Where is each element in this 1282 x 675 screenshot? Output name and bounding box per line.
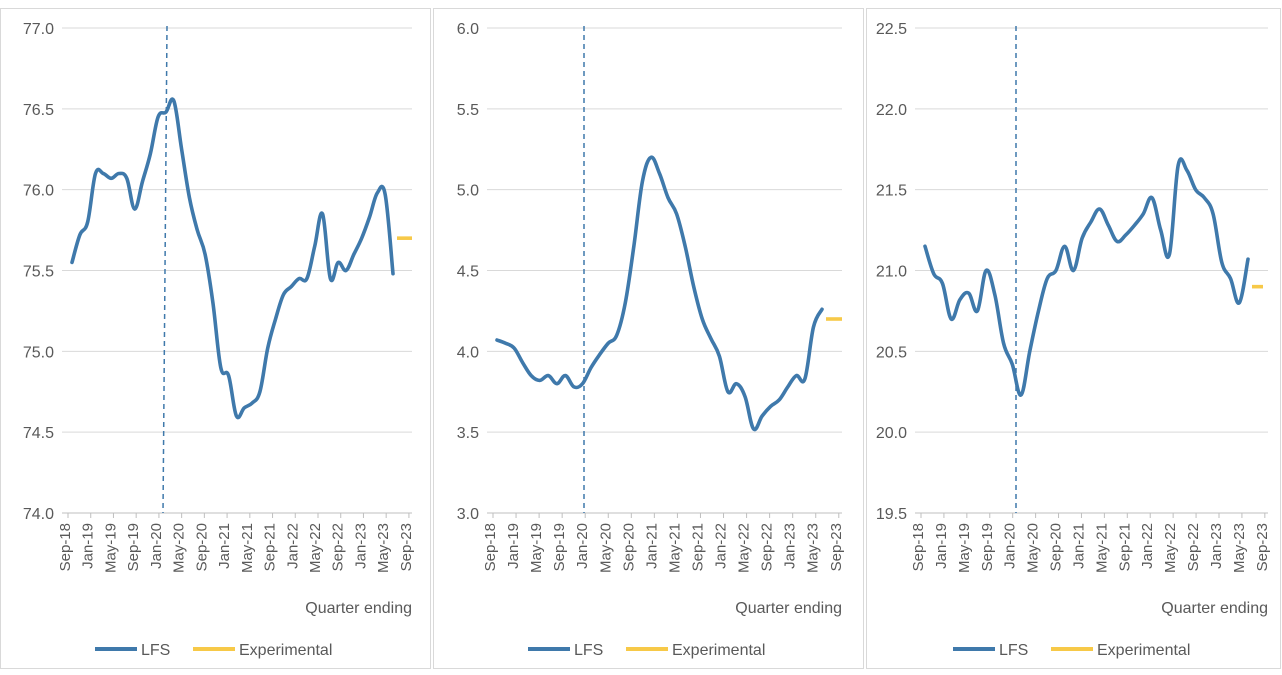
x-tick-label: May-22 <box>307 523 324 573</box>
x-tick-label: May-21 <box>666 523 683 573</box>
x-tick-label: May-23 <box>1231 523 1248 573</box>
x-tick-label: Jan-23 <box>1208 523 1225 569</box>
y-tick-label: 22.5 <box>876 21 907 38</box>
y-tick-label: 3.0 <box>457 506 479 523</box>
x-tick-label: Jan-20 <box>1002 523 1019 569</box>
x-tick-label: Jan-19 <box>80 523 97 569</box>
legend-label-lfs: LFS <box>141 642 170 659</box>
x-tick-label: Sep-20 <box>620 523 637 571</box>
chart-panel-3: 19.5 20.0 20.5 21.0 21.5 22.0 22.5 Sep-18 Jan-19… <box>866 8 1281 669</box>
x-tick-label: Sep-22 <box>759 523 776 571</box>
panel-border <box>866 8 1281 669</box>
x-tick-label: Jan-21 <box>216 523 233 569</box>
x-tick-label: Jan-19 <box>933 523 950 569</box>
x-tick-label: May-22 <box>736 523 753 573</box>
y-tick-label: 21.0 <box>876 264 907 281</box>
y-tick-label: 19.5 <box>876 506 907 523</box>
x-tick-label: Sep-19 <box>551 523 568 571</box>
x-tick-label: May-19 <box>102 523 119 573</box>
x-tick-label: Sep-23 <box>828 523 845 571</box>
x-axis-title: Quarter ending <box>1161 600 1268 617</box>
y-tick-label: 3.5 <box>457 425 479 442</box>
x-tick-label: May-20 <box>1025 523 1042 573</box>
x-tick-label: Sep-18 <box>482 523 499 571</box>
y-tick-label: 4.0 <box>457 344 479 361</box>
legend-label-experimental: Experimental <box>1097 642 1190 659</box>
x-axis-title: Quarter ending <box>735 600 842 617</box>
chart-panel-2: 3.0 3.5 4.0 4.5 5.0 5.5 6.0 Sep-18 Jan-19 May-19 S… <box>433 8 864 669</box>
x-tick-label: Jan-22 <box>713 523 730 569</box>
x-tick-label: Sep-20 <box>193 523 210 571</box>
x-tick-label: Jan-21 <box>643 523 660 569</box>
series-lfs-line <box>923 157 1250 397</box>
x-tick-label: Jan-22 <box>284 523 301 569</box>
x-tick-label: Sep-22 <box>330 523 347 571</box>
x-tick-label: Jan-23 <box>782 523 799 569</box>
x-tick-label: Sep-22 <box>1185 523 1202 571</box>
x-tick-label: Jan-22 <box>1139 523 1156 569</box>
x-tick-label: Sep-20 <box>1048 523 1065 571</box>
legend-label-lfs: LFS <box>574 642 603 659</box>
legend-label-lfs: LFS <box>999 642 1028 659</box>
x-tick-label: Jan-23 <box>352 523 369 569</box>
x-tick-label: Sep-18 <box>910 523 927 571</box>
x-tick-label: May-21 <box>1093 523 1110 573</box>
y-tick-label: 20.0 <box>876 425 907 442</box>
legend-label-experimental: Experimental <box>239 642 332 659</box>
x-tick-label: Sep-19 <box>125 523 142 571</box>
y-tick-label: 5.5 <box>457 102 479 119</box>
x-tick-label: Jan-20 <box>574 523 591 569</box>
x-tick-label: May-20 <box>597 523 614 573</box>
series-lfs-line <box>495 155 824 432</box>
y-tick-label: 4.5 <box>457 264 479 281</box>
x-tick-label: Sep-21 <box>262 523 279 571</box>
x-tick-label: May-21 <box>239 523 256 573</box>
x-tick-label: Jan-19 <box>505 523 522 569</box>
y-tick-label: 77.0 <box>23 21 54 38</box>
x-tick-label: Sep-21 <box>1116 523 1133 571</box>
x-tick-label: May-22 <box>1162 523 1179 573</box>
y-tick-label: 74.5 <box>23 425 54 442</box>
series-lfs-line <box>70 97 395 420</box>
y-tick-label: 21.5 <box>876 183 907 200</box>
x-tick-label: Jan-21 <box>1070 523 1087 569</box>
x-tick-label: Sep-21 <box>689 523 706 571</box>
x-tick-label: Jan-20 <box>148 523 165 569</box>
x-axis-title: Quarter ending <box>305 600 412 617</box>
x-tick-label: Sep-23 <box>398 523 415 571</box>
chart-panel-1: 74.0 74.5 75.0 75.5 76.0 76.5 77.0 Sep-18 Jan-19… <box>0 8 431 669</box>
x-tick-label: May-19 <box>956 523 973 573</box>
reference-line <box>162 25 168 514</box>
legend-label-experimental: Experimental <box>672 642 765 659</box>
y-tick-label: 5.0 <box>457 183 479 200</box>
y-tick-label: 20.5 <box>876 344 907 361</box>
y-tick-label: 75.0 <box>23 344 54 361</box>
x-tick-label: May-19 <box>528 523 545 573</box>
y-tick-label: 6.0 <box>457 21 479 38</box>
y-tick-label: 74.0 <box>23 506 54 523</box>
x-tick-label: Sep-23 <box>1254 523 1271 571</box>
y-tick-label: 75.5 <box>23 264 54 281</box>
x-tick-label: May-23 <box>805 523 822 573</box>
y-tick-label: 22.0 <box>876 102 907 119</box>
x-tick-label: May-23 <box>375 523 392 573</box>
panel-border <box>433 8 864 669</box>
x-tick-label: Sep-18 <box>57 523 74 571</box>
x-tick-label: Sep-19 <box>979 523 996 571</box>
x-tick-label: May-20 <box>171 523 188 573</box>
y-tick-label: 76.5 <box>23 102 54 119</box>
panel-border <box>0 8 431 669</box>
y-tick-label: 76.0 <box>23 183 54 200</box>
